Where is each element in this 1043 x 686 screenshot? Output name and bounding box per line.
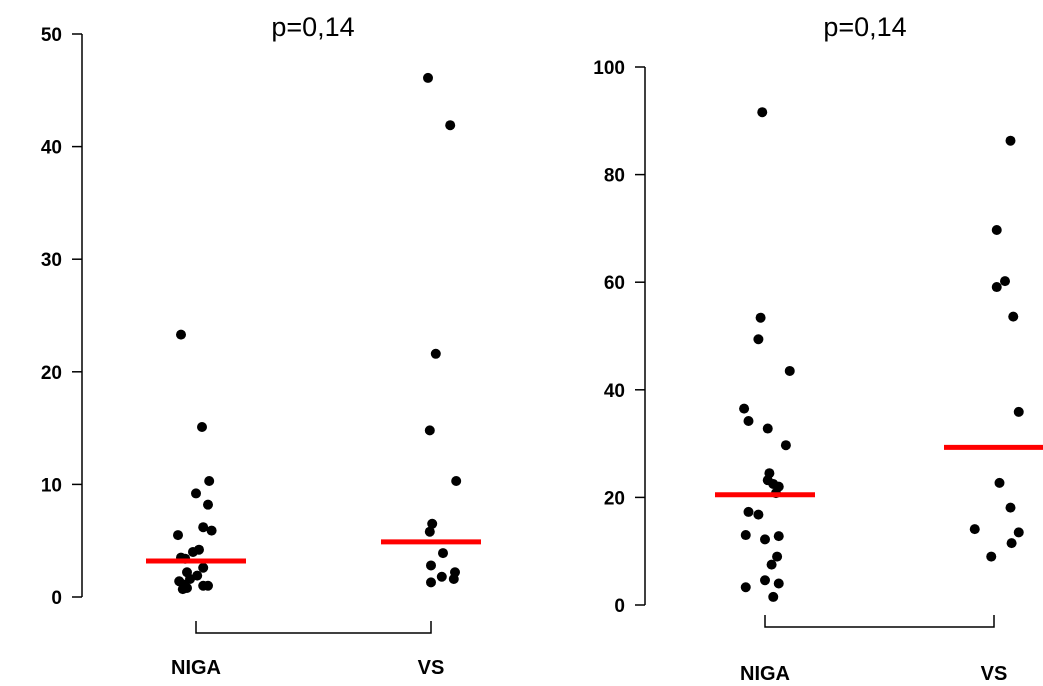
right-panel-vs-data-point (994, 477, 1005, 488)
right-panel: p=0,14 NIGA VS 0 20 40 60 80 100 (593, 12, 1043, 685)
right-panel-vs-data-point (1006, 538, 1017, 549)
left-panel-vs-data-point (426, 560, 436, 571)
right-panel-niga-data-point (743, 416, 754, 427)
left-panel-niga-data-point (203, 499, 213, 510)
left-panel-niga-data-point (203, 580, 213, 591)
right-panel-vs-data-point (1013, 406, 1024, 417)
right-panel-niga-data-point (743, 506, 754, 517)
left-panel-niga-data-point (197, 421, 207, 432)
left-panel-niga-data-point (204, 476, 215, 487)
left-panel-niga-data-point (188, 546, 198, 557)
right-panel-niga-data-point (739, 403, 750, 414)
left-panel-vs-data-point (436, 571, 447, 582)
left-panel-niga-data-point (206, 525, 217, 536)
left-panel-niga-data-point (173, 530, 183, 541)
left-panel-y-tick-label: 10 (41, 475, 62, 496)
left-panel-niga-data-point (191, 488, 201, 499)
right-panel-niga-data-point (762, 423, 773, 434)
left-panel-niga-data-point (182, 582, 192, 593)
left-panel-y-tick-label: 20 (41, 363, 62, 384)
left-panel-vs-data-point (451, 476, 462, 487)
left-panel-vs-data-point (438, 548, 448, 559)
right-panel-y-tick-label: 100 (593, 58, 625, 79)
left-panel-y-tick-label: 40 (41, 138, 62, 159)
left-panel-category-label-niga: NIGA (171, 657, 221, 679)
right-panel-vs-data-point (1013, 527, 1024, 538)
right-panel-niga-data-point (740, 582, 751, 593)
right-panel-y-tick-label: 60 (604, 273, 625, 294)
left-panel-niga-data-point (198, 562, 209, 573)
right-panel-niga-data-point (755, 312, 766, 323)
right-panel-niga-data-point (740, 530, 751, 541)
left-panel-y-tick-label: 0 (51, 588, 62, 609)
right-panel-niga-data-point (772, 551, 783, 562)
left-panel-title: p=0,14 (271, 12, 354, 42)
right-panel-y-tick-label: 40 (604, 381, 625, 402)
right-panel-category-label-niga: NIGA (740, 663, 790, 685)
right-panel-vs-data-point (1008, 311, 1019, 322)
left-panel: p=0,14 NIGA VS 0 10 20 30 40 50 (41, 12, 481, 679)
right-panel-title: p=0,14 (823, 12, 906, 42)
left-panel-vs-data-point (424, 425, 435, 436)
right-panel-niga-data-point (773, 531, 784, 542)
right-panel-niga-data-point (780, 440, 791, 451)
left-panel-niga-data-point (198, 522, 209, 533)
right-panel-vs-data-point (986, 551, 997, 562)
right-panel-y-tick-label: 80 (604, 166, 625, 187)
left-panel-y-tick-label: 50 (41, 25, 62, 46)
right-panel-vs-data-point (991, 225, 1002, 236)
right-panel-y-tick-label: 0 (614, 596, 625, 617)
right-panel-niga-data-point (757, 107, 768, 118)
left-panel-category-bracket (195, 621, 432, 634)
right-panel-niga-data-point (768, 591, 779, 602)
left-panel-vs-data-point (424, 526, 435, 537)
left-panel-vs-data-point (448, 573, 459, 584)
left-panel-niga-data-point (176, 329, 186, 340)
left-panel-vs-data-point (445, 120, 456, 131)
right-panel-niga-data-point (760, 575, 770, 586)
right-panel-niga-data-point (753, 334, 764, 345)
right-panel-niga-data-point (753, 509, 764, 520)
right-panel-category-bracket (764, 615, 995, 628)
right-panel-category-label-vs: VS (981, 663, 1008, 685)
right-panel-niga-data-point (784, 365, 795, 376)
right-panel-vs-data-point (969, 524, 980, 535)
right-panel-vs-data-point (1000, 276, 1010, 287)
right-panel-niga-data-point (760, 534, 770, 545)
right-panel-y-tick-label: 20 (604, 488, 625, 509)
right-panel-vs-data-point (1005, 502, 1016, 513)
left-panel-y-tick-label: 30 (41, 250, 62, 271)
right-panel-vs-data-point (1005, 135, 1016, 146)
right-panel-niga-data-point (773, 578, 784, 589)
left-panel-vs-data-point (427, 518, 438, 529)
left-panel-vs-data-point (430, 348, 441, 359)
right-panel-niga-data-point (766, 559, 777, 570)
left-panel-category-label-vs: VS (418, 657, 445, 679)
left-panel-vs-data-point (426, 577, 436, 588)
right-panel-vs-data-point (991, 282, 1002, 293)
left-panel-vs-data-point (423, 72, 433, 83)
